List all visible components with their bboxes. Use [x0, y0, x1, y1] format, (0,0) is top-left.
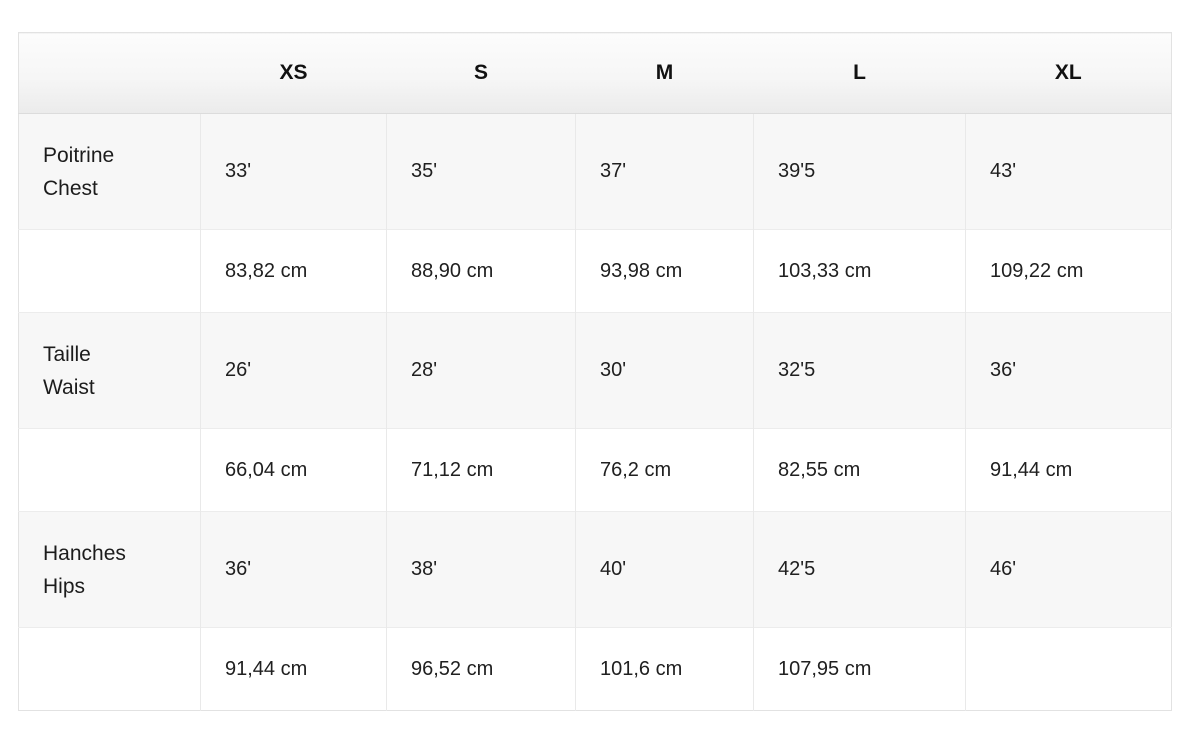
- value-cell: 42'5: [753, 511, 966, 628]
- size-header-m: M: [575, 32, 754, 114]
- value-cell: 40': [575, 511, 754, 628]
- value-cell: 39'5: [753, 113, 966, 230]
- row-label-cell: [18, 229, 201, 313]
- row-label-text: Chest: [43, 176, 98, 200]
- row-label-text: Poitrine: [43, 143, 115, 167]
- value-cell: 101,6 cm: [575, 627, 754, 711]
- value-cell: 66,04 cm: [200, 428, 387, 512]
- value-cell: 76,2 cm: [575, 428, 754, 512]
- row-label-cell: Taille Waist: [18, 312, 201, 429]
- row-label-cell: Poitrine Chest: [18, 113, 201, 230]
- value-cell: 46': [965, 511, 1172, 628]
- value-cell: 30': [575, 312, 754, 429]
- row-label-text: Taille: [43, 342, 91, 366]
- value-cell: 96,52 cm: [386, 627, 576, 711]
- value-cell: 82,55 cm: [753, 428, 966, 512]
- value-cell: 36': [965, 312, 1172, 429]
- value-cell: 36': [200, 511, 387, 628]
- size-header-s: S: [386, 32, 576, 114]
- row-label-text: Hips: [43, 574, 86, 598]
- value-cell: 38': [386, 511, 576, 628]
- value-cell: 109,22 cm: [965, 229, 1172, 313]
- row-label-text: Waist: [43, 375, 95, 399]
- row-label-cell: [18, 428, 201, 512]
- value-cell: 83,82 cm: [200, 229, 387, 313]
- value-cell: 37': [575, 113, 754, 230]
- value-cell: 91,44 cm: [965, 428, 1172, 512]
- size-header-xs: XS: [200, 32, 387, 114]
- size-header-row: XS S M L XL: [18, 32, 1172, 114]
- row-label-cell: Hanches Hips: [18, 511, 201, 628]
- value-cell: 88,90 cm: [386, 229, 576, 313]
- value-cell: 93,98 cm: [575, 229, 754, 313]
- table-row: 91,44 cm 96,52 cm 101,6 cm 107,95 cm: [18, 627, 1172, 711]
- table-row: 83,82 cm 88,90 cm 93,98 cm 103,33 cm 109,22 …: [18, 229, 1172, 313]
- value-cell: 32'5: [753, 312, 966, 429]
- value-cell: 28': [386, 312, 576, 429]
- value-cell: 43': [965, 113, 1172, 230]
- value-cell: 107,95 cm: [753, 627, 966, 711]
- value-cell: [965, 627, 1172, 711]
- value-cell: 35': [386, 113, 576, 230]
- size-header-l: L: [753, 32, 966, 114]
- table-row: 66,04 cm 71,12 cm 76,2 cm 82,55 cm 91,44 cm: [18, 428, 1172, 512]
- table-row: Poitrine Chest 33' 35' 37' 39'5 43': [18, 113, 1172, 230]
- size-chart-table: XS S M L XL Poitrine Chest 33' 35' 37' 39'5 43' 83,…: [18, 32, 1172, 711]
- table-row: Taille Waist 26' 28' 30' 32'5 36': [18, 312, 1172, 429]
- value-cell: 26': [200, 312, 387, 429]
- header-corner-cell: [18, 32, 201, 114]
- value-cell: 71,12 cm: [386, 428, 576, 512]
- row-label-cell: [18, 627, 201, 711]
- row-label-text: Hanches: [43, 541, 126, 565]
- table-row: Hanches Hips 36' 38' 40' 42'5 46': [18, 511, 1172, 628]
- size-header-xl: XL: [965, 32, 1172, 114]
- value-cell: 91,44 cm: [200, 627, 387, 711]
- value-cell: 33': [200, 113, 387, 230]
- value-cell: 103,33 cm: [753, 229, 966, 313]
